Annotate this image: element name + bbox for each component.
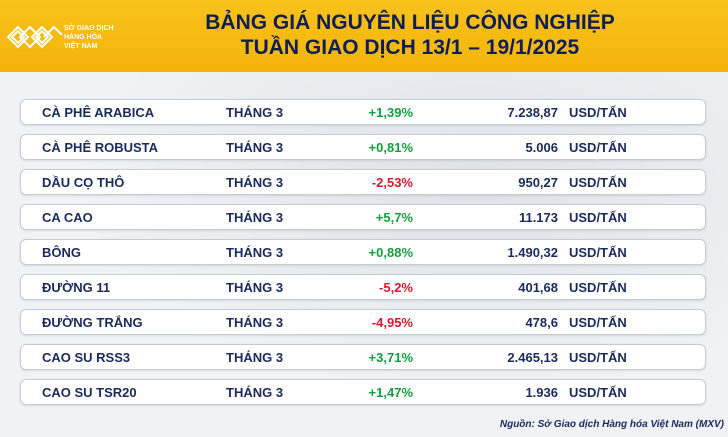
- table-row: CÀ PHÊ ARABICA THÁNG 3 +1,39% 7.238,87 U…: [20, 99, 706, 125]
- contract-month: THÁNG 3: [226, 315, 284, 330]
- table-row: ĐƯỜNG TRẮNG THÁNG 3 -4,95% 478,6 USD/TẤN: [20, 309, 706, 335]
- table-row: BÔNG THÁNG 3 +0,88% 1.490,32 USD/TẤN: [20, 239, 706, 265]
- contract-month: THÁNG 3: [226, 385, 284, 400]
- commodity-name: CÀ PHÊ ROBUSTA: [42, 140, 159, 155]
- price-change: -5,2%: [379, 280, 413, 295]
- commodity-name: DẦU CỌ THÔ: [42, 175, 125, 190]
- price-value: 1.936: [525, 385, 558, 400]
- contract-month: THÁNG 3: [226, 210, 284, 225]
- mxv-logo-icon: [6, 25, 63, 49]
- price-unit: USD/TẤN: [569, 350, 627, 365]
- price-unit: USD/TẤN: [569, 140, 627, 155]
- price-change: +0,81%: [368, 140, 413, 155]
- table-row: DẦU CỌ THÔ THÁNG 3 -2,53% 950,27 USD/TẤN: [20, 169, 706, 195]
- price-value: 11.173: [518, 210, 558, 225]
- contract-month: THÁNG 3: [226, 140, 284, 155]
- table-row: CAO SU TSR20 THÁNG 3 +1,47% 1.936 USD/TẤ…: [20, 379, 706, 405]
- logo-line: VIỆT NAM: [64, 43, 98, 50]
- price-change: +0,88%: [368, 245, 413, 260]
- logo-line: SỞ GIAO DỊCH: [64, 25, 114, 32]
- header-banner: SỞ GIAO DỊCH HÀNG HÓA VIỆT NAM BẢNG GIÁ …: [0, 0, 728, 72]
- contract-month: THÁNG 3: [226, 175, 284, 190]
- price-value: 2.465,13: [507, 350, 558, 365]
- table-row: CAO SU RSS3 THÁNG 3 +3,71% 2.465,13 USD/…: [20, 344, 706, 370]
- table-row: ĐƯỜNG 11 THÁNG 3 -5,2% 401,68 USD/TẤN: [20, 274, 706, 300]
- price-value: 401,68: [518, 280, 558, 295]
- commodity-name: BÔNG: [42, 245, 81, 260]
- table-row: CÀ PHÊ ROBUSTA THÁNG 3 +0,81% 5.006 USD/…: [20, 134, 706, 160]
- contract-month: THÁNG 3: [226, 280, 284, 295]
- source-note: Nguồn: Sở Giao dịch Hàng hóa Việt Nam (M…: [499, 419, 724, 430]
- logo-text: SỞ GIAO DỊCH HÀNG HÓA VIỆT NAM: [64, 24, 144, 51]
- price-change: +3,71%: [368, 350, 413, 365]
- price-value: 950,27: [518, 175, 558, 190]
- table-row: CA CAO THÁNG 3 +5,7% 11.173 USD/TẤN: [20, 204, 706, 230]
- page-title: BẢNG GIÁ NGUYÊN LIỆU CÔNG NGHIỆP TUẦN GI…: [150, 10, 670, 60]
- price-unit: USD/TẤN: [569, 245, 627, 260]
- price-change: +1,47%: [368, 385, 413, 400]
- price-unit: USD/TẤN: [569, 210, 627, 225]
- commodity-name: ĐƯỜNG TRẮNG: [42, 315, 143, 330]
- price-unit: USD/TẤN: [569, 315, 627, 330]
- price-value: 478,6: [525, 315, 558, 330]
- price-change: -4,95%: [371, 315, 413, 330]
- price-unit: USD/TẤN: [569, 385, 627, 400]
- contract-month: THÁNG 3: [226, 105, 284, 120]
- price-change: -2,53%: [371, 175, 413, 190]
- price-unit: USD/TẤN: [569, 175, 627, 190]
- price-change: +5,7%: [375, 210, 413, 225]
- price-change: +1,39%: [368, 105, 413, 120]
- contract-month: THÁNG 3: [226, 245, 284, 260]
- price-unit: USD/TẤN: [569, 105, 627, 120]
- price-value: 5.006: [525, 140, 558, 155]
- title-line-1: BẢNG GIÁ NGUYÊN LIỆU CÔNG NGHIỆP: [205, 11, 615, 34]
- logo-line: HÀNG HÓA: [64, 34, 103, 41]
- contract-month: THÁNG 3: [226, 350, 284, 365]
- commodity-name: CA CAO: [42, 210, 93, 225]
- title-line-2: TUẦN GIAO DỊCH 13/1 – 19/1/2025: [240, 36, 580, 59]
- price-unit: USD/TẤN: [569, 280, 627, 295]
- price-value: 1.490,32: [507, 245, 558, 260]
- commodity-name: ĐƯỜNG 11: [42, 280, 111, 295]
- commodity-name: CAO SU RSS3: [42, 350, 131, 365]
- commodity-name: CÀ PHÊ ARABICA: [42, 105, 155, 120]
- price-value: 7.238,87: [507, 105, 558, 120]
- commodity-name: CAO SU TSR20: [42, 385, 137, 400]
